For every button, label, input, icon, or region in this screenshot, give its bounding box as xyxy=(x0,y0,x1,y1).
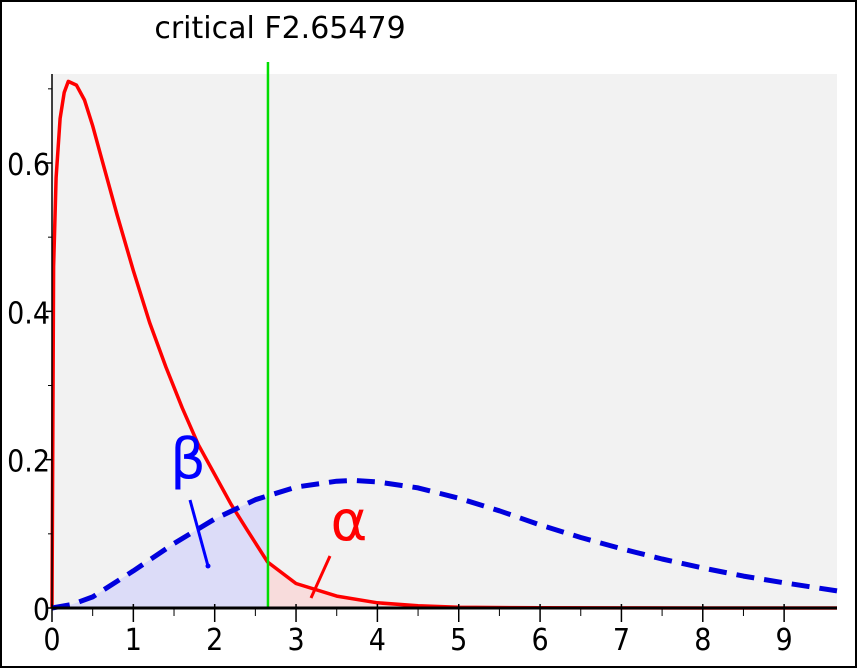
y-tick-label: 0.2 xyxy=(7,445,50,480)
alpha-label: α xyxy=(331,489,368,554)
y-tick-label: 0.4 xyxy=(7,296,50,331)
beta-region xyxy=(52,495,268,608)
y-tick-label: 0.6 xyxy=(7,148,50,183)
x-tick-label: 8 xyxy=(694,623,711,658)
x-tick-label: 9 xyxy=(776,623,793,658)
x-tick-label: 7 xyxy=(613,623,630,658)
beta-label: β xyxy=(170,427,206,492)
x-tick-label: 4 xyxy=(369,623,386,658)
beta-pointer-dot xyxy=(205,563,211,569)
beta-pointer xyxy=(188,499,210,567)
series-line-dashed xyxy=(51,477,838,611)
x-tick-label: 5 xyxy=(450,623,467,658)
x-tick-label: 2 xyxy=(206,623,223,658)
alpha-pointer xyxy=(309,555,332,599)
x-tick-label: 1 xyxy=(125,623,142,658)
y-ticks: 0 0.2 0.4 0.6 xyxy=(7,88,52,628)
x-tick-label: 3 xyxy=(287,623,304,658)
y-tick-label: 0 xyxy=(33,593,50,628)
alpha-region xyxy=(267,562,837,608)
chart-title: critical F2.65479 xyxy=(154,11,405,46)
x-tick-label: 0 xyxy=(43,623,60,658)
plot-background xyxy=(52,74,837,608)
x-ticks: 0 1 2 3 4 5 6 7 8 9 xyxy=(43,604,793,658)
x-tick-label: 6 xyxy=(531,623,548,658)
